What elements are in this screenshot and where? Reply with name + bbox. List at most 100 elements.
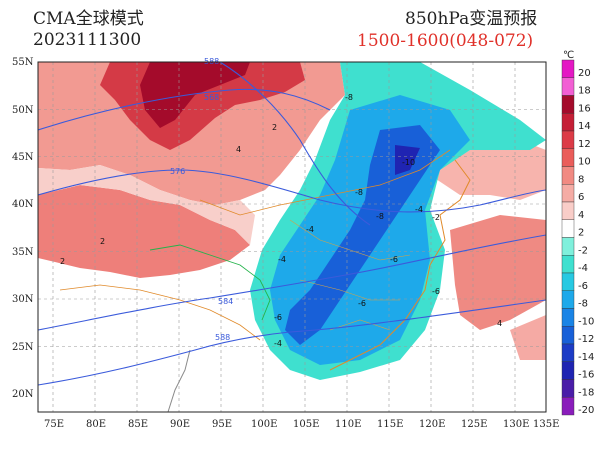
temp-label: 4: [236, 145, 241, 154]
lon-tick: 130E: [503, 419, 529, 430]
colorbar-label: 14: [578, 121, 591, 132]
warm-region-darkest: [140, 62, 250, 128]
lon-tick: 110E: [335, 419, 361, 430]
temp-label: -6: [358, 299, 366, 308]
colorbar-unit: ℃: [563, 50, 574, 61]
colorbar-swatch: [561, 184, 575, 203]
lon-tick: 135E: [533, 419, 559, 430]
temp-labels: -8 -10 -8 -4 -8 -6 -4 -6 -4 -6 -4 -2 2 2…: [60, 93, 502, 348]
colorbar-swatch: [561, 308, 575, 327]
warm-region-east: [450, 215, 546, 330]
product-title: 850hPa变温预报: [405, 9, 538, 29]
lon-tick: 125E: [461, 419, 487, 430]
map-frame: [37, 61, 547, 413]
lat-tick: 50N: [12, 105, 34, 116]
temp-label: -4: [415, 205, 423, 214]
lon-tick: 100E: [251, 419, 277, 430]
warm-region-northeast: [430, 140, 546, 200]
colorbar-label: 8: [578, 174, 584, 185]
colorbar-swatch: [561, 130, 575, 149]
colorbar-swatch: [561, 113, 575, 132]
temp-label: 2: [100, 237, 105, 246]
model-name: CMA全球模式: [33, 9, 144, 29]
colorbar-swatch: [561, 201, 575, 220]
colorbar-label: -2: [578, 245, 588, 256]
temp-label: -4: [274, 339, 282, 348]
temp-label: -6: [274, 313, 282, 322]
colorbar-label: -10: [578, 316, 594, 327]
colorbar-label: 6: [578, 192, 584, 203]
colorbar-label: 2: [578, 228, 584, 239]
colorbar-label: -20: [578, 405, 594, 416]
colorbar-swatch: [561, 397, 575, 416]
height-label: 588: [215, 333, 230, 342]
cold-region-core: [395, 145, 420, 175]
colorbar-label: 16: [578, 103, 591, 114]
colorbar-label: -14: [578, 352, 594, 363]
colorbar-label: -4: [578, 263, 588, 274]
temp-label: -8: [355, 188, 363, 197]
height-label: 584: [218, 297, 233, 306]
lon-tick: 120E: [419, 419, 445, 430]
colorbar-swatch: [561, 290, 575, 309]
warm-region-japan: [510, 315, 546, 360]
temp-label: -10: [402, 158, 415, 167]
warm-region-tibet: [38, 185, 250, 278]
temp-label: -2: [432, 213, 440, 222]
colorbar-label: -16: [578, 370, 594, 381]
colorbar-swatch: [561, 326, 575, 345]
lon-tick: 105E: [293, 419, 319, 430]
colorbar-label: -18: [578, 387, 594, 398]
valid-range: 1500-1600(048-072): [357, 31, 534, 51]
border-north: [199, 149, 451, 216]
temp-label: -4: [306, 225, 314, 234]
lat-tick: 55N: [12, 57, 34, 68]
colorbar-swatch: [561, 95, 575, 114]
temp-label: -6: [432, 287, 440, 296]
colorbar: 20 18 16 14 12 10 8 6 4 2 -2 -4 -6 -8 -10 -12 -14 -16 -18 -…: [561, 50, 594, 416]
colorbar-swatch: [561, 237, 575, 256]
colorbar-label: -8: [578, 299, 588, 310]
colorbar-label: 20: [578, 68, 591, 79]
height-label: 576: [170, 167, 185, 176]
colorbar-swatch: [561, 272, 575, 291]
cold-region-inner: [285, 125, 440, 345]
colorbar-label: 18: [578, 86, 591, 97]
lat-tick: 30N: [12, 294, 34, 305]
border-west: [59, 284, 261, 341]
colorbar-swatch: [561, 361, 575, 380]
temp-label: -6: [390, 255, 398, 264]
temp-label: 2: [60, 257, 65, 266]
lon-axis: 75E 80E 85E 90E 95E 100E 105E 110E 115E …: [44, 419, 559, 430]
colorbar-label: 10: [578, 157, 591, 168]
lat-tick: 45N: [12, 152, 34, 163]
temp-label: -4: [278, 255, 286, 264]
temp-label: -8: [345, 93, 353, 102]
lat-tick: 25N: [12, 342, 34, 353]
colorbar-swatch: [561, 219, 575, 238]
lat-tick: 35N: [12, 247, 34, 258]
graticule: [38, 62, 546, 412]
colorbar-swatch: [561, 59, 575, 78]
colorbar-swatch: [561, 166, 575, 185]
lon-tick: 90E: [170, 419, 190, 430]
lon-tick: 115E: [377, 419, 403, 430]
height-contours: [38, 62, 546, 386]
colorbar-swatch: [561, 379, 575, 398]
colorbar-swatch: [561, 148, 575, 167]
lat-tick: 40N: [12, 199, 34, 210]
lon-tick: 75E: [44, 419, 64, 430]
height-label: 568: [204, 93, 219, 102]
colorbar-swatch: [561, 77, 575, 96]
terrain-contour: [149, 244, 271, 321]
colorbar-swatch: [561, 343, 575, 362]
temp-label: 2: [272, 123, 277, 132]
lat-tick: 20N: [12, 389, 34, 400]
lon-tick: 95E: [212, 419, 232, 430]
colorbar-label: 4: [578, 210, 584, 221]
province-lines: [289, 219, 411, 331]
lon-tick: 80E: [86, 419, 106, 430]
colorbar-label: -12: [578, 334, 594, 345]
lat-axis: 55N 50N 45N 40N 35N 30N 25N 20N: [12, 57, 34, 400]
